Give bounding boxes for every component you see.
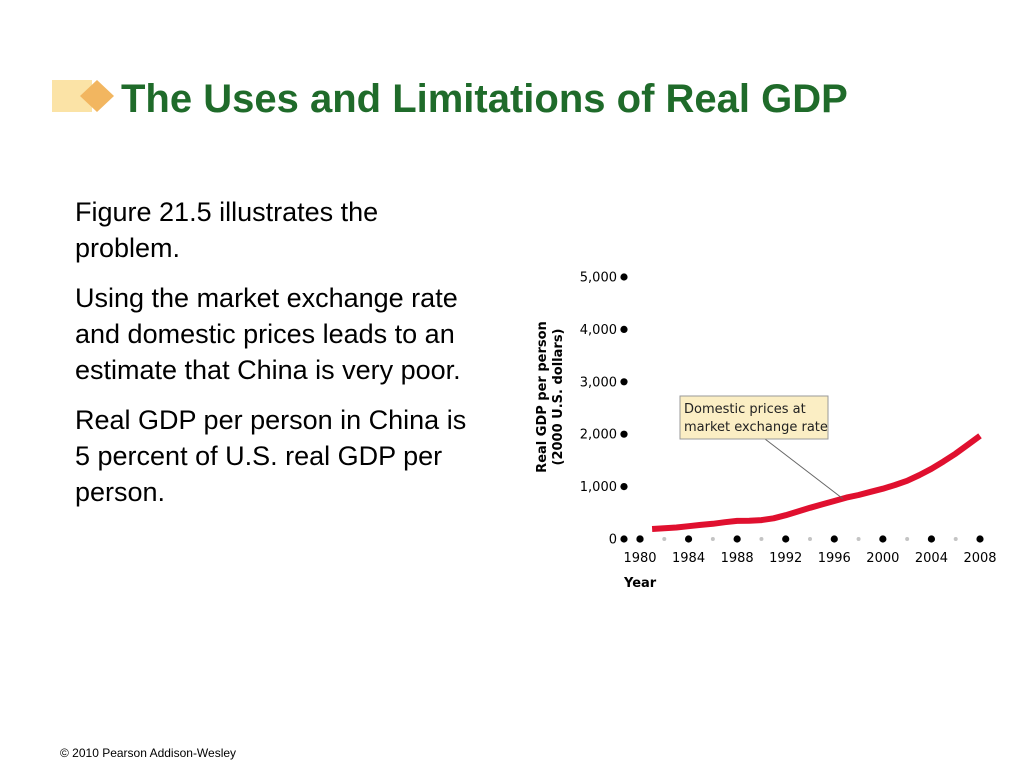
y-tick-label: 4,000 [580,323,617,338]
x-tick-label: 2004 [915,551,948,566]
body-text: Figure 21.5 illustrates the problem. Usi… [75,194,470,524]
x-minor-dot [905,537,910,541]
x-minor-dot [759,537,764,541]
x-tick-label: 1996 [818,551,851,566]
diamond-bullet-icon [52,80,114,112]
copyright-footer: © 2010 Pearson Addison-Wesley [60,746,237,760]
slide-title: The Uses and Limitations of Real GDP [121,77,848,121]
y-axis-label-line-2: (2000 U.S. dollars) [551,329,566,466]
y-tick-dot [620,378,628,386]
x-minor-dot [856,537,861,541]
x-tick-label: 1980 [623,551,656,566]
y-tick-label: 1,000 [580,480,617,495]
x-tick-dot [782,535,790,543]
y-axis-label-line-1: Real GDP per person [535,321,550,473]
x-tick-dot [636,535,644,543]
x-tick-dot [927,535,936,543]
x-minor-dot [808,537,812,541]
x-tick-dot [684,535,693,543]
x-minor-dot [710,537,715,541]
x-tick-dot [879,535,887,543]
x-tick-label: 2000 [866,551,899,566]
paragraph-gdp-percent: Real GDP per person in China is 5 percen… [75,405,467,507]
x-tick-label: 1992 [769,551,802,566]
annotation-text-line-2: market exchange rate [684,420,828,435]
x-axis-label: Year [623,576,657,591]
annotation-leader-line [764,438,844,500]
y-tick-label: 3,000 [580,375,617,390]
x-tick-label: 1984 [672,551,705,566]
y-tick-label: 0 [609,533,617,548]
series-line-domestic-prices [651,433,982,532]
y-tick-label: 5,000 [580,271,617,286]
x-tick-label: 2008 [963,551,996,566]
x-tick-label: 1988 [721,551,754,566]
annotation-box: Domestic prices at market exchange rate [679,395,829,440]
paragraph-figure-intro: Figure 21.5 illustrates the problem. [75,197,379,263]
x-minor-dot [953,537,958,541]
y-tick-dot [620,483,628,491]
y-axis: 0 1,000 2,000 3,000 4,000 5,000 [580,271,628,548]
y-tick-dot [620,430,628,438]
paragraph-exchange-rate: Using the market exchange rate and domes… [75,283,461,385]
y-tick-dot [620,273,628,281]
x-tick-dot [733,535,741,543]
y-tick-dot [620,325,628,333]
annotation-text-line-1: Domestic prices at [684,402,806,417]
x-tick-dot [830,535,838,543]
chart-series [651,433,982,532]
x-tick-dot [976,535,984,543]
x-axis: 1980 1984 1988 1992 1996 2000 2004 2008 [623,535,997,566]
y-tick-label: 2,000 [580,428,617,443]
y-tick-dot [620,535,628,543]
x-minor-dot [662,537,667,541]
